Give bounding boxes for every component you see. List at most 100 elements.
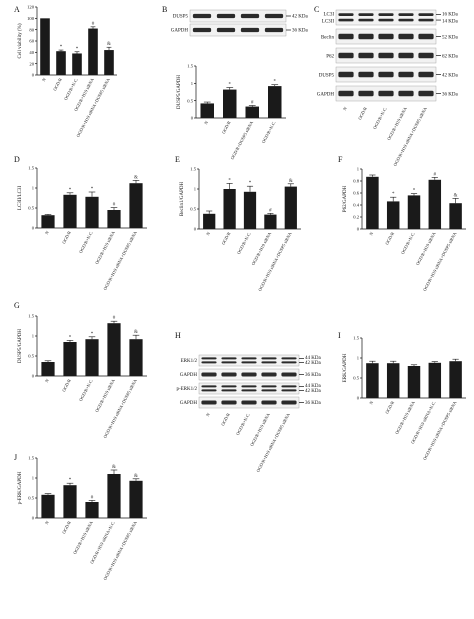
blot-band	[338, 52, 354, 59]
y-tick-label: 0.6	[353, 191, 359, 196]
blot-band	[201, 357, 217, 360]
blot-band	[261, 385, 277, 388]
blot-band	[398, 13, 414, 16]
y-axis-label: DUSP5/GAPDH	[177, 75, 182, 109]
y-axis-label: Cell viability (%)	[18, 23, 23, 58]
bar	[107, 474, 121, 518]
panel-label: B	[162, 5, 167, 14]
blot-band	[221, 385, 237, 388]
y-axis-label: DUSP5/GAPDH	[18, 329, 23, 363]
blot-band	[261, 389, 277, 392]
y-tick-label: 1.5	[28, 456, 34, 461]
blot-protein-label: LC3II	[322, 19, 335, 24]
blot-band	[418, 18, 434, 22]
bar	[243, 191, 257, 229]
significance-mark: &	[289, 179, 293, 184]
significance-mark: *	[69, 478, 72, 483]
y-tick-label: 0.2	[353, 215, 359, 220]
x-tick-label: OGD/R+N.C.	[63, 77, 79, 101]
bar	[366, 363, 379, 398]
lane-label: OGD/R	[220, 412, 231, 426]
size-marker-label: 44 KDa	[305, 384, 321, 389]
bar	[41, 362, 55, 376]
bar	[268, 86, 282, 118]
bar	[107, 323, 121, 376]
x-tick-label: OGD/R+H19 siRNA	[250, 230, 272, 266]
y-tick-label: 120	[27, 5, 35, 10]
blot-band	[378, 33, 394, 40]
blot-band	[338, 13, 354, 16]
significance-mark: #	[113, 316, 116, 321]
blot-band	[358, 33, 374, 40]
blot-band	[221, 361, 237, 364]
blot-band	[261, 357, 277, 360]
lane-label: OGD/R	[357, 106, 368, 120]
lane-label: N	[342, 105, 348, 111]
blot-protein-label: GAPDH	[171, 28, 189, 33]
panel-G: G 0 0.5 1 1.5 DUSP5/GAPDH N * OGD/R * OGD/R+N.C. # O…	[14, 301, 147, 439]
bar	[88, 28, 98, 75]
x-tick-label: N	[44, 229, 50, 235]
y-tick-label: 0	[194, 227, 197, 232]
blot-band	[241, 389, 257, 392]
significance-mark: *	[91, 187, 94, 192]
significance-mark: *	[392, 192, 395, 197]
blot-band	[221, 400, 237, 405]
x-tick-label: OGD/R+H19 siRNA	[72, 519, 94, 555]
size-marker-label: 36 KDa	[305, 373, 321, 378]
bar	[129, 183, 143, 228]
lane-label: OGD/R+N.C.	[235, 412, 251, 436]
x-tick-label: OGD/R	[61, 378, 72, 392]
x-tick-label: N	[44, 377, 50, 383]
blot-band	[240, 27, 260, 33]
x-tick-label: N	[41, 76, 47, 82]
x-tick-label: OGD/R+N.C.	[78, 230, 94, 254]
blot-band	[221, 389, 237, 392]
panel-label: J	[14, 453, 17, 462]
x-tick-label: N	[368, 230, 374, 236]
blot-band	[281, 385, 297, 388]
blot-band	[358, 13, 374, 16]
y-tick-label: 1.5	[28, 166, 34, 171]
significance-mark: #	[251, 101, 254, 106]
bar	[63, 194, 77, 228]
panel-label: F	[338, 155, 343, 164]
blot-band	[338, 90, 354, 97]
blot-protein-label: GAPDH	[180, 373, 198, 378]
y-axis-label: P62/GAPDH	[343, 185, 348, 212]
significance-mark: *	[60, 45, 63, 50]
significance-mark: &	[107, 42, 111, 47]
x-tick-label: OGD/R+N.C.	[261, 120, 277, 144]
panel-B: B 0 0.5 1 1.5 DUSP5/GAPDH N * OGD/R # OGD/R+DUSP5 …	[162, 5, 308, 160]
y-tick-label: 1	[191, 81, 194, 86]
size-marker-label: 62 KDa	[442, 54, 458, 59]
y-axis-label: ERK/GAPDH	[343, 353, 348, 382]
bar	[407, 195, 421, 229]
bar	[223, 189, 236, 229]
bar	[85, 502, 99, 518]
y-tick-label: 60	[29, 39, 34, 44]
blot-band	[281, 357, 297, 360]
blot-protein-label: P62	[326, 54, 334, 59]
blot-band	[418, 90, 434, 97]
x-tick-label: OGD/R+H19 siRNA	[415, 230, 437, 266]
bar	[203, 213, 216, 229]
significance-mark: &	[134, 474, 138, 479]
significance-mark: &	[112, 465, 116, 470]
size-marker-label: 14 KDa	[442, 19, 458, 24]
blot-band	[192, 27, 212, 33]
blot-band	[378, 52, 394, 59]
significance-mark: *	[413, 189, 416, 194]
bar	[428, 362, 442, 398]
y-tick-label: 1	[32, 186, 35, 191]
blot-band	[201, 389, 217, 392]
bar	[428, 179, 442, 229]
y-tick-label: 0	[191, 116, 194, 121]
blot-band	[240, 13, 260, 19]
size-marker-label: 36 KDa	[305, 401, 321, 406]
x-tick-label: OGD/R	[61, 230, 72, 244]
panel-label: C	[314, 5, 319, 14]
blot-band	[398, 52, 414, 59]
